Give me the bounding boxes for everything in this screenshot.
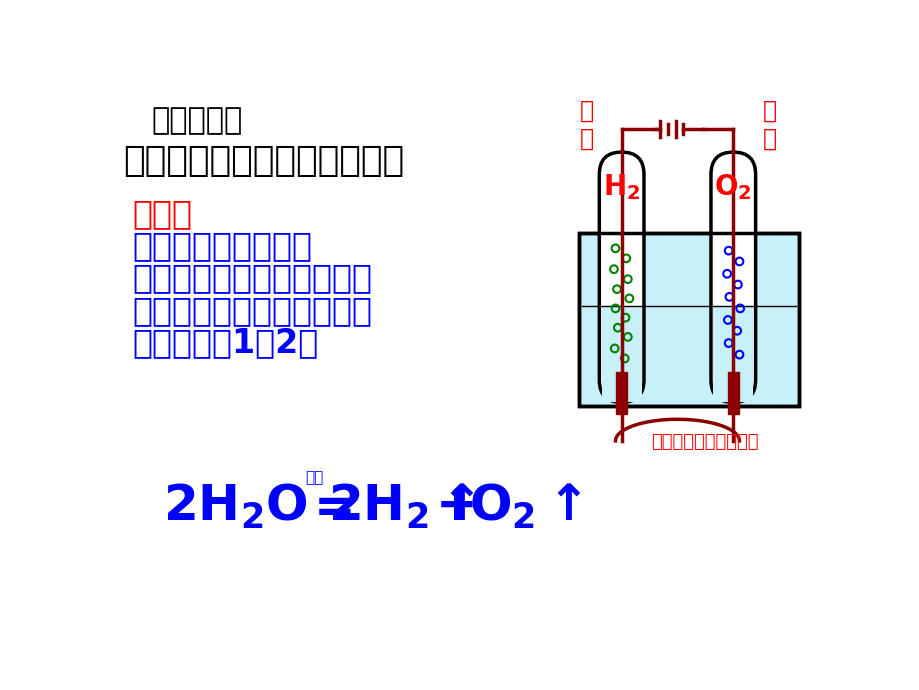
Text: 气泡，一段时间后与电源正: 气泡，一段时间后与电源正 <box>132 262 372 295</box>
Bar <box>601 306 641 402</box>
Text: $\mathbf{H_2}$: $\mathbf{H_2}$ <box>602 172 640 201</box>
Text: $\mathbf{O_2}$: $\mathbf{O_2}$ <box>714 172 752 201</box>
Bar <box>579 233 798 406</box>
Text: 通电分解水的简易装置: 通电分解水的简易装置 <box>650 433 757 451</box>
Bar <box>616 371 627 414</box>
Text: $\mathbf{+}$: $\mathbf{+}$ <box>434 482 472 531</box>
Text: $\mathbf{2H_2O}$: $\mathbf{2H_2O}$ <box>164 482 308 531</box>
Text: 请问通电后将会有什么现象？: 请问通电后将会有什么现象？ <box>123 144 404 179</box>
Text: $\mathbf{=}$: $\mathbf{=}$ <box>303 482 351 531</box>
Bar <box>579 233 798 406</box>
Text: 阴
极: 阴 极 <box>579 99 594 151</box>
FancyBboxPatch shape <box>598 152 643 402</box>
Bar <box>727 371 738 414</box>
Bar <box>712 306 753 402</box>
Text: 负极连接的试管中气体的体: 负极连接的试管中气体的体 <box>132 294 372 327</box>
Text: 阳
极: 阳 极 <box>763 99 777 151</box>
Text: 知识回顾：: 知识回顾： <box>152 106 243 135</box>
Text: 通电后电极上出现了: 通电后电极上出现了 <box>132 229 312 262</box>
Text: $\mathbf{2H_2}$$\mathbf{\uparrow}$: $\mathbf{2H_2}$$\mathbf{\uparrow}$ <box>328 482 474 531</box>
Text: 现象：: 现象： <box>132 197 192 230</box>
Text: 积比大约为1：2。: 积比大约为1：2。 <box>132 326 319 359</box>
FancyBboxPatch shape <box>710 152 754 402</box>
Text: 通电: 通电 <box>305 470 323 485</box>
Text: $\mathbf{O_2}$$\mathbf{\uparrow}$: $\mathbf{O_2}$$\mathbf{\uparrow}$ <box>469 482 581 531</box>
